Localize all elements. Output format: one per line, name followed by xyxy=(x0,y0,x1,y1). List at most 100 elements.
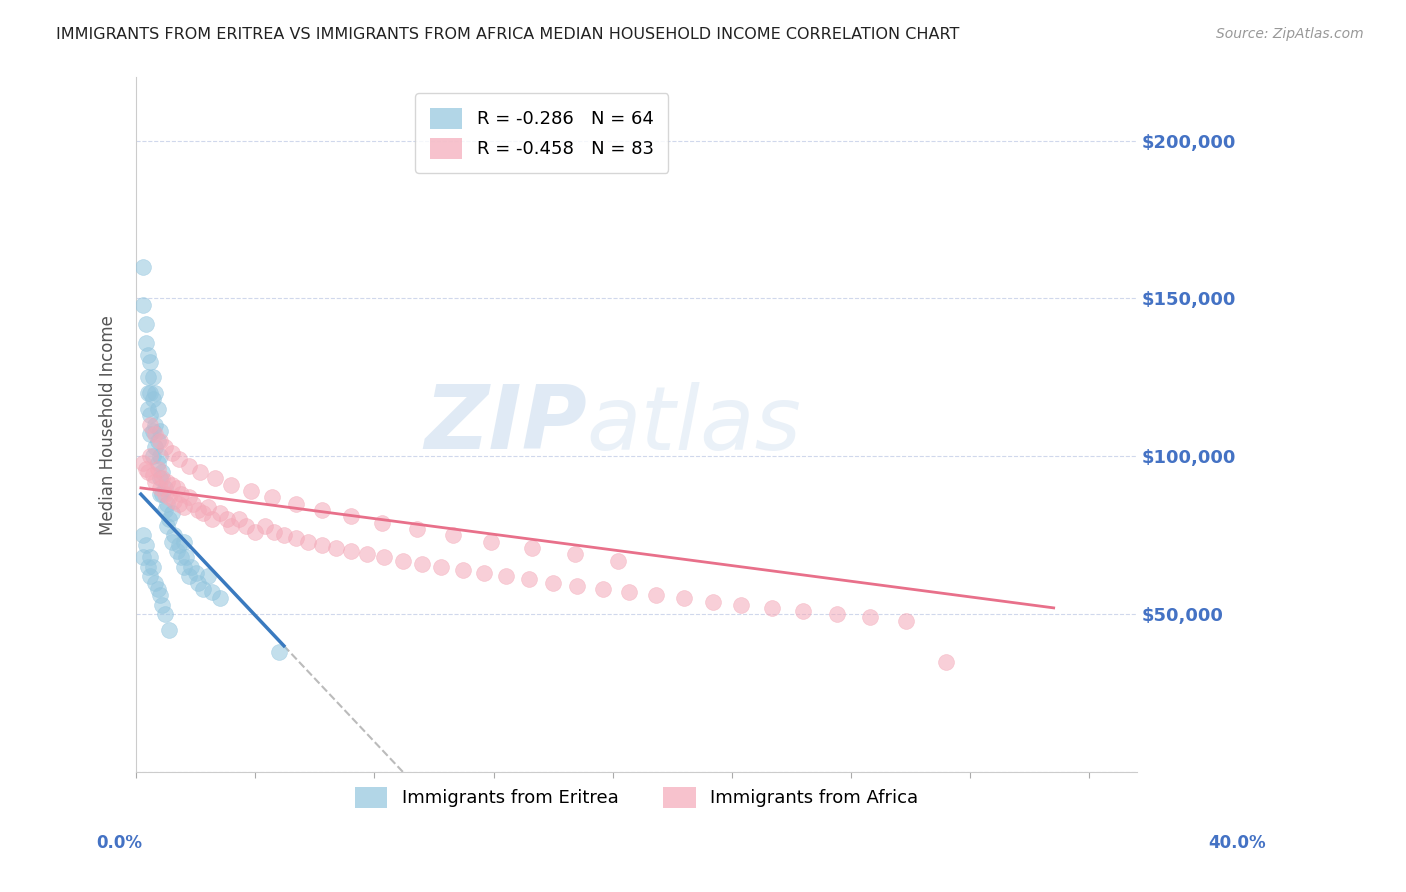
Point xyxy=(139,450,162,464)
Point xyxy=(135,462,157,476)
Point xyxy=(142,559,165,574)
Point xyxy=(191,506,214,520)
Text: atlas: atlas xyxy=(586,382,801,467)
Point xyxy=(132,456,155,470)
Point xyxy=(132,550,155,565)
Point xyxy=(139,417,162,432)
Point xyxy=(201,585,224,599)
Point xyxy=(592,582,614,596)
Point xyxy=(146,401,169,416)
Point xyxy=(517,573,540,587)
Point xyxy=(187,503,209,517)
Point xyxy=(160,534,183,549)
Point xyxy=(173,534,195,549)
Point xyxy=(644,588,666,602)
Point xyxy=(215,512,238,526)
Point xyxy=(142,468,165,483)
Point xyxy=(273,528,295,542)
Point xyxy=(479,534,502,549)
Point xyxy=(167,452,190,467)
Point xyxy=(197,569,219,583)
Point xyxy=(132,260,155,274)
Point xyxy=(239,484,262,499)
Point xyxy=(135,317,157,331)
Point xyxy=(894,614,917,628)
Point xyxy=(166,544,188,558)
Point xyxy=(136,370,159,384)
Point xyxy=(156,497,179,511)
Point xyxy=(143,475,166,489)
Point xyxy=(311,538,333,552)
Point xyxy=(150,487,173,501)
Point xyxy=(143,386,166,401)
Point xyxy=(146,462,169,476)
Text: ZIP: ZIP xyxy=(423,381,586,468)
Point xyxy=(153,440,176,454)
Point xyxy=(180,559,202,574)
Point xyxy=(441,528,464,542)
Point xyxy=(160,477,183,491)
Point xyxy=(235,518,257,533)
Point xyxy=(935,655,957,669)
Point xyxy=(373,550,395,565)
Point xyxy=(564,547,586,561)
Point xyxy=(472,566,495,581)
Point xyxy=(184,566,207,581)
Point xyxy=(606,553,628,567)
Point xyxy=(160,446,183,460)
Point xyxy=(142,424,165,438)
Point xyxy=(520,541,543,555)
Point xyxy=(356,547,378,561)
Point xyxy=(139,569,162,583)
Point xyxy=(136,559,159,574)
Point xyxy=(228,512,250,526)
Point xyxy=(143,427,166,442)
Point xyxy=(451,563,474,577)
Point xyxy=(142,450,165,464)
Y-axis label: Median Household Income: Median Household Income xyxy=(100,315,117,534)
Point xyxy=(370,516,392,530)
Point xyxy=(325,541,347,555)
Point xyxy=(495,569,517,583)
Point xyxy=(170,550,193,565)
Point xyxy=(253,518,276,533)
Point xyxy=(792,604,814,618)
Point xyxy=(150,598,173,612)
Point xyxy=(163,493,186,508)
Point xyxy=(565,579,588,593)
Point xyxy=(173,500,195,514)
Point xyxy=(245,525,267,540)
Point xyxy=(150,471,173,485)
Point xyxy=(136,386,159,401)
Point xyxy=(263,525,285,540)
Point xyxy=(339,544,361,558)
Point xyxy=(411,557,433,571)
Point xyxy=(139,354,162,368)
Point xyxy=(166,481,188,495)
Point xyxy=(284,497,307,511)
Point xyxy=(177,458,200,473)
Point xyxy=(142,392,165,407)
Point xyxy=(160,506,183,520)
Legend: Immigrants from Eritrea, Immigrants from Africa: Immigrants from Eritrea, Immigrants from… xyxy=(347,780,925,815)
Point xyxy=(339,509,361,524)
Point xyxy=(136,465,159,479)
Point xyxy=(149,424,172,438)
Point xyxy=(159,491,181,505)
Point xyxy=(201,512,224,526)
Point xyxy=(406,522,429,536)
Point xyxy=(135,538,157,552)
Text: 0.0%: 0.0% xyxy=(97,834,142,852)
Point xyxy=(149,481,172,495)
Point xyxy=(702,594,724,608)
Point xyxy=(260,491,283,505)
Point xyxy=(619,585,641,599)
Point xyxy=(191,582,214,596)
Text: IMMIGRANTS FROM ERITREA VS IMMIGRANTS FROM AFRICA MEDIAN HOUSEHOLD INCOME CORREL: IMMIGRANTS FROM ERITREA VS IMMIGRANTS FR… xyxy=(56,27,960,42)
Point xyxy=(297,534,319,549)
Point xyxy=(392,553,415,567)
Point xyxy=(761,600,783,615)
Text: Source: ZipAtlas.com: Source: ZipAtlas.com xyxy=(1216,27,1364,41)
Point xyxy=(208,506,231,520)
Point xyxy=(142,370,165,384)
